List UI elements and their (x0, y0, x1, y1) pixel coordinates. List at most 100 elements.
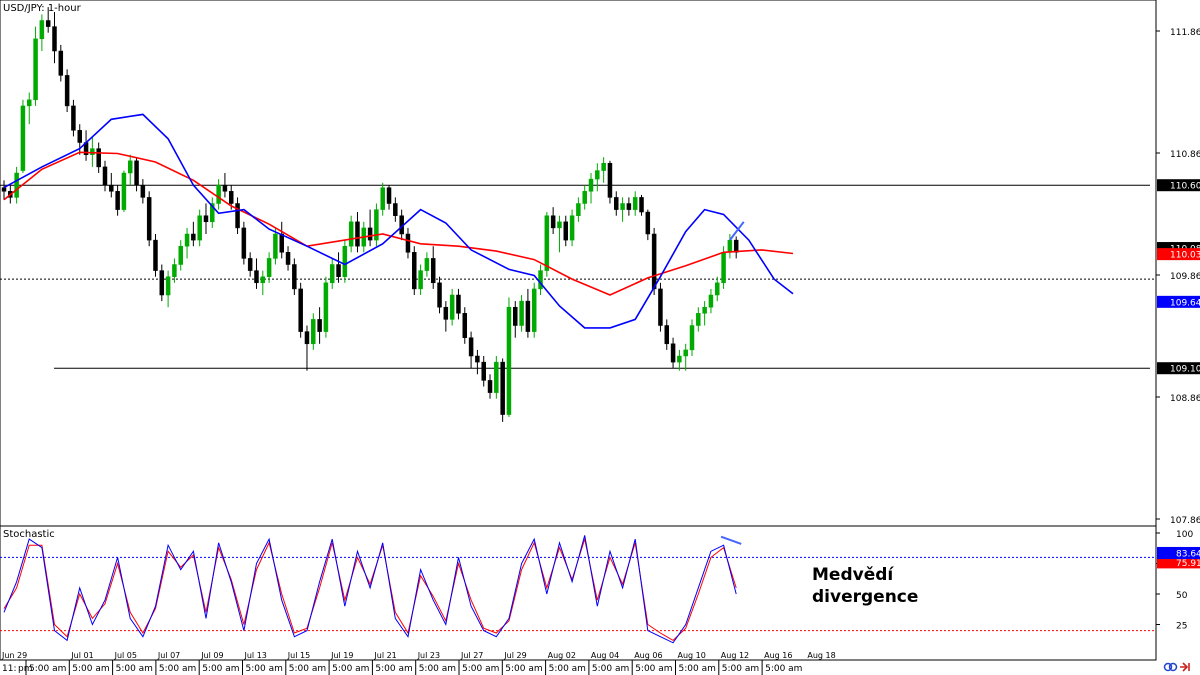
time-label: 5:00 am (419, 664, 456, 674)
candle-body (601, 162, 606, 171)
stoch-tag-bg (1157, 556, 1200, 569)
date-label: Jul 15 (287, 651, 310, 660)
time-label: 5:00 am (635, 664, 672, 674)
candle-body (468, 337, 474, 357)
candle-body (90, 148, 95, 155)
candle-body (462, 313, 468, 338)
candle-body (266, 258, 272, 277)
time-label: 5:00 am (29, 664, 66, 674)
candle-body (683, 349, 688, 357)
time-label: 5:00 am (332, 664, 369, 674)
candle-body (222, 184, 228, 192)
candle-body (475, 355, 480, 363)
candle-body (715, 282, 720, 296)
stochastic-axis: 100755025 (1156, 530, 1193, 632)
time-axis: Jun 29 Jul 01 Jul 05 Jul 07 Jul 09 Jul 13 Jul … (0, 651, 1156, 675)
candle-body (506, 306, 512, 415)
candle-body (386, 187, 392, 204)
candle-body (254, 270, 259, 284)
time-label: 5:00 am (549, 664, 586, 674)
date-label: Jun 29 (1, 651, 27, 660)
candle-body (58, 50, 64, 76)
candle-body (247, 258, 253, 271)
price-tag-label: 109.100 (1170, 365, 1200, 375)
price-tag-bg (1157, 179, 1200, 192)
price-panel-title: USD/JPY: 1-hour (3, 3, 82, 14)
candle-body (178, 245, 183, 265)
candle-body (77, 130, 82, 143)
candle-body (708, 294, 714, 308)
annotation-line-1: Medvědí (812, 565, 894, 585)
date-label: Aug 12 (721, 651, 749, 660)
candle-body (639, 197, 644, 213)
candle-body (127, 160, 133, 174)
candle-body (165, 276, 171, 296)
candle-body (538, 270, 543, 290)
candle-body (96, 148, 101, 168)
candle-body (519, 300, 524, 326)
candle-body (531, 288, 537, 332)
candle-body (146, 197, 152, 241)
candle-body (702, 306, 707, 314)
price-axis: 111.864 110.864 109.864 108.864 107.864 (1156, 28, 1200, 526)
arrow-right-icon[interactable] (1180, 662, 1190, 672)
stochastic-levels (0, 556, 1156, 632)
candle-body (733, 239, 739, 253)
date-label: Jul 09 (200, 651, 223, 660)
candle-body (367, 227, 373, 241)
stoch-tick-label: 25 (1176, 622, 1187, 632)
stoch-k-line (3, 535, 737, 644)
candle-body (216, 184, 221, 204)
candle-body (260, 276, 266, 284)
candle-body (317, 319, 322, 332)
date-label: Aug 18 (807, 651, 835, 660)
first-time-label-suffix: pm (18, 664, 32, 674)
date-label: Jul 19 (330, 651, 353, 660)
stochastic-lines (3, 535, 742, 644)
candle-body (102, 166, 108, 186)
candle-body (626, 203, 632, 210)
candle-body (20, 105, 26, 171)
ma-red-line (3, 151, 794, 296)
date-label: Aug 10 (678, 651, 706, 660)
candle-body (228, 191, 234, 204)
candle-body (33, 38, 38, 101)
candle-body (620, 203, 625, 210)
date-label: Jul 13 (244, 651, 267, 660)
candle-body (550, 215, 556, 229)
date-label: Aug 04 (591, 651, 619, 660)
candle-body (184, 233, 190, 247)
candle-body (664, 325, 670, 345)
time-label: 5:00 am (679, 664, 716, 674)
candle-body (71, 105, 76, 131)
candle-body (134, 160, 139, 186)
candle-body (658, 288, 663, 326)
candle-body (721, 252, 726, 284)
time-label: 5:00 am (722, 664, 759, 674)
time-label: 5:00 am (116, 664, 153, 674)
date-label: Jul 07 (157, 651, 180, 660)
candle-body (336, 264, 341, 277)
stoch-tick-label: 100 (1176, 530, 1193, 540)
link-icon[interactable] (1163, 662, 1178, 672)
candle-body (544, 215, 550, 271)
annotation-line-2: divergence (812, 587, 918, 607)
candle-body (298, 288, 303, 332)
stoch-tick-label: 50 (1176, 591, 1188, 601)
candle-body (64, 75, 70, 107)
candle-body (279, 233, 284, 253)
price-tick-label: 110.864 (1170, 150, 1200, 160)
candles (1, 7, 739, 422)
time-label: 5:00 am (246, 664, 283, 674)
date-label: Jul 21 (373, 651, 396, 660)
price-tick-label: 108.864 (1170, 394, 1200, 404)
candle-body (14, 172, 19, 198)
candle-body (203, 215, 209, 223)
candle-body (563, 221, 569, 241)
stochastic-panel-title: Stochastic (3, 529, 55, 540)
candle-body (677, 355, 682, 363)
candle-body (569, 215, 575, 241)
candle-body (412, 252, 417, 290)
candle-body (727, 239, 733, 253)
price-levels (0, 184, 1156, 369)
